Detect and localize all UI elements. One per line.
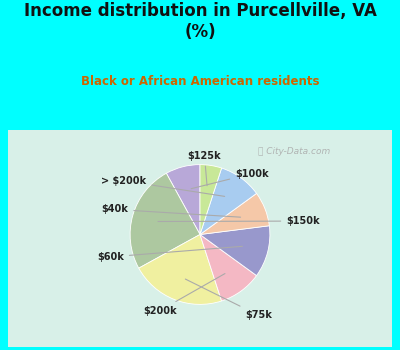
Wedge shape bbox=[200, 226, 270, 275]
Text: Black or African American residents: Black or African American residents bbox=[81, 75, 319, 88]
Text: $125k: $125k bbox=[188, 150, 221, 186]
Text: $200k: $200k bbox=[143, 274, 225, 316]
Text: Income distribution in Purcellville, VA
(%): Income distribution in Purcellville, VA … bbox=[24, 2, 376, 41]
Text: $100k: $100k bbox=[191, 169, 269, 189]
Text: $75k: $75k bbox=[185, 279, 272, 320]
Wedge shape bbox=[200, 234, 256, 301]
Text: $40k: $40k bbox=[102, 204, 240, 217]
Text: $150k: $150k bbox=[158, 216, 320, 226]
Wedge shape bbox=[130, 173, 200, 268]
Wedge shape bbox=[200, 168, 256, 234]
Wedge shape bbox=[166, 164, 200, 235]
Text: > $200k: > $200k bbox=[101, 176, 225, 196]
Wedge shape bbox=[200, 194, 269, 234]
Text: ⓘ City-Data.com: ⓘ City-Data.com bbox=[258, 147, 330, 156]
Wedge shape bbox=[139, 234, 222, 304]
Wedge shape bbox=[200, 164, 222, 235]
Text: $60k: $60k bbox=[97, 246, 242, 262]
